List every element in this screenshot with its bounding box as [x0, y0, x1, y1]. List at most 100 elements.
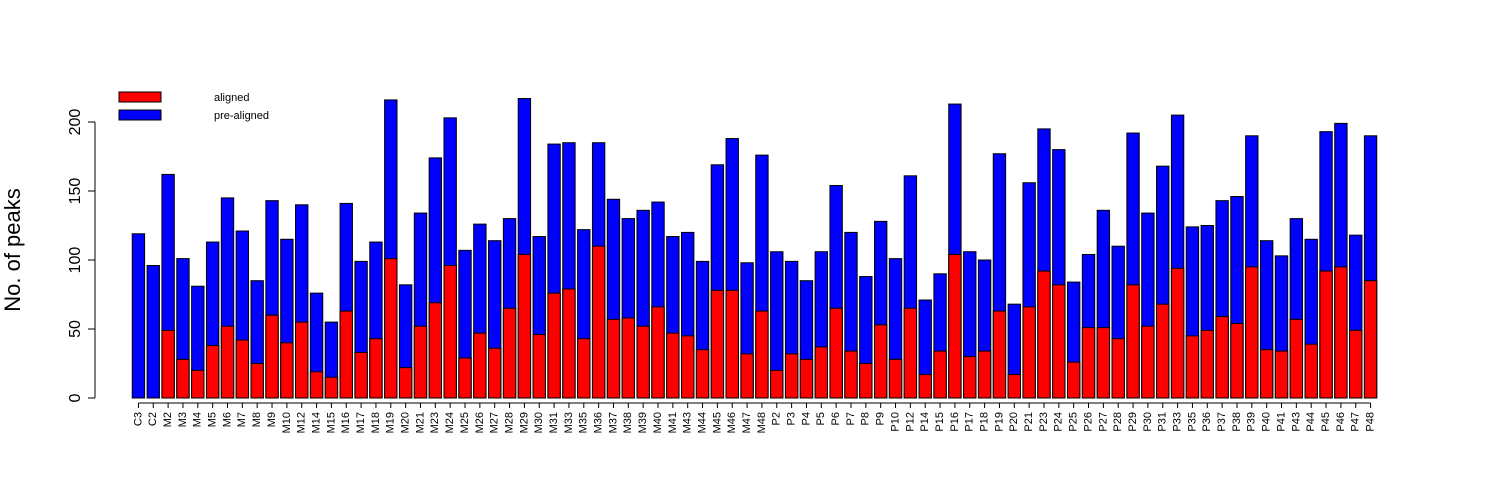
x-tick-label: P15: [934, 412, 946, 432]
bar: [250, 363, 264, 399]
bar: [1052, 284, 1066, 399]
x-tick-label: P30: [1142, 412, 1154, 432]
bar: [888, 358, 903, 399]
bar: [814, 346, 828, 399]
x-tick-label: M23: [429, 412, 441, 433]
legend-swatch: [118, 109, 162, 121]
x-tick-label: M10: [281, 412, 293, 433]
bar: [1230, 322, 1244, 399]
bar: [933, 350, 947, 399]
x-tick-label: P48: [1364, 412, 1376, 432]
bar: [369, 338, 383, 399]
x-tick-label: M36: [593, 412, 605, 433]
y-tick-label: 100: [67, 247, 84, 274]
bar: [324, 376, 339, 399]
legend-swatch: [118, 91, 162, 103]
bar: [398, 367, 413, 399]
bar: [1126, 284, 1140, 399]
x-tick-label: P40: [1261, 412, 1273, 432]
x-tick-label: P9: [875, 412, 887, 425]
bar: [784, 353, 799, 399]
x-tick-label: M48: [756, 412, 768, 433]
bar: [695, 349, 710, 399]
bar: [1200, 329, 1214, 399]
bar: [829, 307, 843, 399]
x-tick-label: M37: [607, 412, 619, 433]
x-tick-label: P2: [771, 412, 783, 425]
y-axis-label: No. of peaks: [0, 188, 25, 312]
x-tick-label: M25: [459, 412, 471, 433]
x-tick-label: P5: [815, 412, 827, 425]
bar: [235, 339, 250, 399]
x-tick-label: M46: [726, 412, 738, 433]
x-tick-label: M9: [266, 412, 278, 427]
x-tick-label: P46: [1335, 412, 1347, 432]
bar: [740, 353, 754, 399]
x-tick-label: M38: [622, 412, 634, 433]
bar: [1037, 270, 1051, 399]
bar: [1349, 329, 1363, 399]
x-tick-label: P41: [1275, 412, 1287, 432]
x-tick-label: M43: [682, 412, 694, 433]
x-tick-label: M5: [207, 412, 219, 427]
x-tick-label: P43: [1290, 412, 1302, 432]
x-tick-label: P23: [1038, 412, 1050, 432]
x-tick-label: M3: [177, 412, 189, 427]
x-tick-label: M7: [236, 412, 248, 427]
x-tick-label: P45: [1320, 412, 1332, 432]
x-tick-label: M21: [414, 412, 426, 433]
bar: [903, 307, 918, 399]
x-tick-label: P39: [1246, 412, 1258, 432]
legend-label: aligned: [214, 92, 249, 104]
x-tick-label: M17: [355, 412, 367, 433]
x-tick-label: P12: [904, 412, 916, 432]
bar: [1156, 303, 1170, 399]
bar: [295, 321, 309, 399]
x-tick-label: M30: [533, 412, 545, 433]
bar: [977, 350, 992, 399]
x-tick-label: M47: [741, 412, 753, 433]
x-tick-label: M28: [503, 412, 515, 433]
bar: [681, 335, 695, 399]
x-tick-label: P25: [1068, 412, 1080, 432]
x-tick-label: P20: [1008, 412, 1020, 432]
x-tick-label: M27: [489, 412, 501, 433]
x-tick-label: M20: [400, 412, 412, 433]
bar: [666, 332, 680, 399]
y-tick-label: 200: [67, 109, 84, 136]
x-tick-label: M8: [251, 412, 263, 427]
bar: [1363, 280, 1378, 399]
x-tick-label: P44: [1305, 412, 1317, 432]
x-tick-label: M44: [696, 412, 708, 433]
x-tick-label: C3: [132, 412, 144, 426]
bar: [265, 314, 279, 399]
bar: [591, 245, 606, 399]
bar: [1170, 267, 1185, 399]
bar: [384, 258, 398, 399]
x-tick-label: M40: [652, 412, 664, 433]
bar: [562, 288, 576, 399]
bar: [1334, 266, 1348, 399]
x-tick-label: C2: [147, 412, 159, 426]
bar: [354, 351, 368, 399]
bar: [205, 345, 220, 399]
x-tick-label: P4: [800, 412, 812, 425]
x-tick-label: P17: [964, 412, 976, 432]
bar: [1274, 350, 1289, 399]
bar: [963, 356, 977, 399]
bar: [755, 310, 769, 399]
bar: [488, 347, 502, 399]
bar: [1096, 327, 1111, 399]
bar: [1215, 316, 1229, 399]
bar: [799, 358, 814, 399]
bar: [1007, 374, 1021, 399]
bar: [770, 369, 784, 399]
x-tick-label: P24: [1053, 412, 1065, 432]
bar: [517, 253, 532, 399]
x-tick-label: P38: [1231, 412, 1243, 432]
x-tick-label: M35: [578, 412, 590, 433]
bar: [1141, 325, 1155, 399]
legend-label: pre-aligned: [214, 110, 269, 122]
bar: [220, 325, 235, 399]
